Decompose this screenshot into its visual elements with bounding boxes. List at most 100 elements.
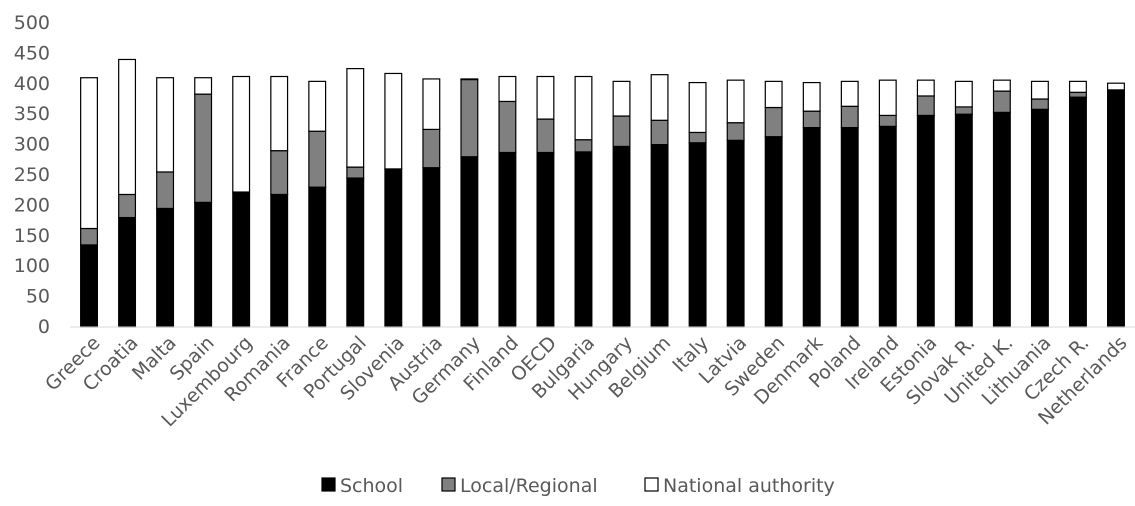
bar-segment-local-regional-portugal <box>346 166 365 179</box>
y-axis: 0 50 100 150 200 250 300 350 400 450 500 <box>14 12 50 338</box>
y-tick-label: 50 <box>26 286 50 308</box>
bar-segment-school-slovak-r- <box>954 113 973 328</box>
bar-segment-national-authority-denmark <box>802 81 821 112</box>
bar-segment-national-authority-czech-r- <box>1068 80 1087 93</box>
bar-segment-school-sweden <box>764 136 783 328</box>
x-axis: GreeceCroatiaMaltaSpainLuxembourgRomania… <box>41 332 1131 431</box>
bar-segment-national-authority-slovenia <box>384 72 403 170</box>
bar-segment-local-regional-sweden <box>764 106 783 138</box>
bar-segment-national-authority-austria <box>422 78 441 131</box>
bar-segment-national-authority-belgium <box>650 74 669 121</box>
bar-segment-school-germany <box>460 156 479 328</box>
bar-segment-local-regional-bulgaria <box>574 139 593 153</box>
bar-segment-local-regional-oecd <box>536 118 555 154</box>
y-tick-label: 450 <box>14 42 50 64</box>
bar-segment-local-regional-croatia <box>118 193 137 219</box>
bar-segment-national-authority-hungary <box>612 80 631 117</box>
bar-segment-school-malta <box>156 207 175 328</box>
bar-segment-national-authority-spain <box>194 77 213 95</box>
bar-segment-local-regional-united-k- <box>992 90 1011 113</box>
bar-segment-national-authority-netherlands <box>1107 82 1125 91</box>
bar-segment-national-authority-luxembourg <box>232 75 251 193</box>
legend: School Local/Regional National authority <box>321 475 835 497</box>
bar-segment-national-authority-romania <box>270 75 289 152</box>
bar-segment-school-oecd <box>536 151 555 328</box>
y-tick-label: 150 <box>14 225 50 247</box>
bar-segment-national-authority-italy <box>688 81 707 134</box>
bar-segment-national-authority-greece <box>80 77 98 230</box>
bar-segment-national-authority-germany <box>460 78 479 81</box>
y-tick-label: 300 <box>14 134 50 156</box>
y-tick-label: 350 <box>14 103 50 125</box>
bar-segment-local-regional-lithuania <box>1030 98 1049 110</box>
bar-segment-school-ireland <box>878 125 897 328</box>
bar-segment-national-authority-malta <box>156 77 175 173</box>
bar-segment-national-authority-oecd <box>536 75 555 120</box>
bar-segment-national-authority-lithuania <box>1030 80 1049 100</box>
bar-segment-school-united-k- <box>992 111 1011 328</box>
bar-segment-school-slovenia <box>384 168 403 328</box>
bar-segment-national-authority-finland <box>498 75 517 103</box>
bar-segment-local-regional-estonia <box>916 95 935 117</box>
bar-segment-local-regional-greece <box>80 227 98 246</box>
bar-segment-local-regional-ireland <box>878 114 897 127</box>
legend-swatch-national-authority <box>644 477 659 492</box>
bar-segment-local-regional-denmark <box>802 110 821 129</box>
bar-segment-local-regional-malta <box>156 171 175 210</box>
bar-segment-national-authority-slovak-r- <box>954 80 973 108</box>
bar-segment-national-authority-france <box>308 80 327 132</box>
y-tick-label: 100 <box>14 255 50 277</box>
bar-segment-national-authority-united-k- <box>992 79 1011 92</box>
bar-segment-school-latvia <box>726 139 745 328</box>
bar-segment-school-belgium <box>650 144 669 328</box>
bar-segment-local-regional-finland <box>498 100 517 154</box>
bar-segment-school-portugal <box>346 177 365 328</box>
bar-segment-school-denmark <box>802 126 821 328</box>
bar-segment-local-regional-romania <box>270 150 289 196</box>
bar-segment-school-croatia <box>118 216 137 328</box>
bar-segment-national-authority-latvia <box>726 79 745 124</box>
bar-segment-school-austria <box>422 167 441 328</box>
bar-segment-school-spain <box>194 201 213 328</box>
bar-segment-local-regional-slovak-r- <box>954 106 973 115</box>
bar-segment-local-regional-latvia <box>726 122 745 141</box>
bar-segment-school-poland <box>840 126 859 328</box>
bar-segment-local-regional-belgium <box>650 119 669 146</box>
bar-segment-school-romania <box>270 193 289 328</box>
bar-segment-national-authority-portugal <box>346 67 365 168</box>
bar-segment-national-authority-croatia <box>118 58 137 196</box>
bar-segment-local-regional-austria <box>422 128 441 169</box>
legend-label-national-authority: National authority <box>663 475 835 497</box>
bar-segment-school-estonia <box>916 114 935 328</box>
bar-segment-local-regional-poland <box>840 105 859 129</box>
bar-segment-school-bulgaria <box>574 151 593 328</box>
bar-segment-school-hungary <box>612 145 631 328</box>
bar-segment-national-authority-estonia <box>916 79 935 97</box>
y-tick-label: 500 <box>14 12 50 34</box>
bar-segment-school-france <box>308 186 327 328</box>
bar-segment-national-authority-ireland <box>878 79 897 117</box>
bar-segment-local-regional-czech-r- <box>1068 91 1087 98</box>
bars <box>80 58 1125 328</box>
y-tick-label: 250 <box>14 164 50 186</box>
bar-segment-national-authority-sweden <box>764 80 783 109</box>
legend-label-local-regional: Local/Regional <box>460 475 598 497</box>
legend-swatch-local-regional <box>441 477 456 492</box>
bar-segment-national-authority-bulgaria <box>574 75 593 141</box>
bar-segment-national-authority-poland <box>840 80 859 107</box>
y-tick-label: 200 <box>14 194 50 216</box>
y-tick-label: 400 <box>14 73 50 95</box>
legend-swatch-school <box>321 477 336 492</box>
bar-segment-school-italy <box>688 142 707 328</box>
bar-segment-school-czech-r- <box>1068 96 1087 328</box>
bar-segment-school-finland <box>498 151 517 328</box>
bar-segment-school-greece <box>80 244 98 328</box>
bar-segment-school-netherlands <box>1107 89 1125 328</box>
bar-segment-local-regional-germany <box>460 78 479 158</box>
bar-segment-school-lithuania <box>1030 108 1049 328</box>
legend-label-school: School <box>340 475 403 497</box>
bar-segment-local-regional-spain <box>194 93 213 203</box>
y-tick-label: 0 <box>38 316 50 338</box>
bar-segment-local-regional-france <box>308 130 327 188</box>
